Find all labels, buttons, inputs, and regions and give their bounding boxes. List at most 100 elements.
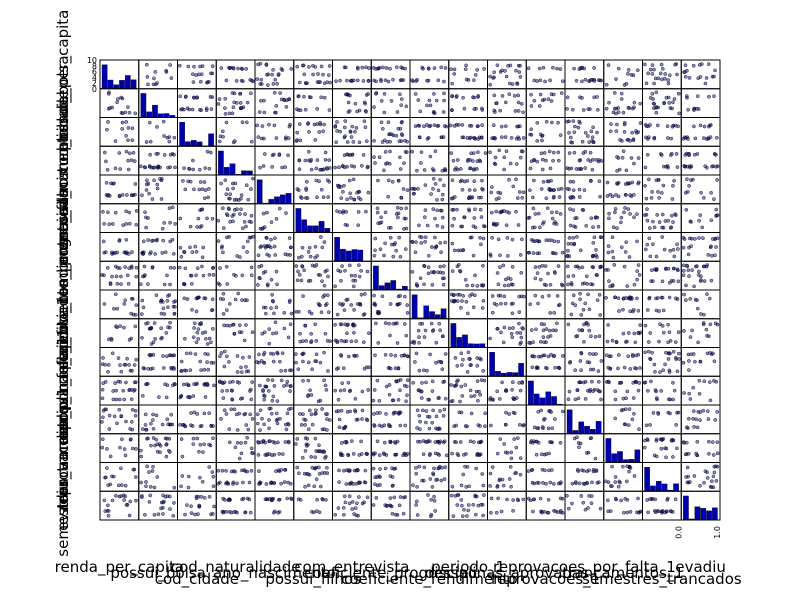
scatter-point: [536, 160, 539, 163]
scatter-point: [186, 297, 189, 300]
scatter-point: [398, 236, 401, 239]
scatter-point: [261, 125, 264, 128]
scatter-point: [691, 178, 694, 181]
scatter-point: [518, 423, 521, 426]
scatter-point: [383, 139, 386, 142]
scatter-point: [380, 216, 383, 219]
scatter-point: [469, 440, 472, 443]
scatter-point: [491, 137, 494, 140]
cell-periodo_1-vs-possui_filhos: [294, 319, 333, 348]
scatter-point: [297, 189, 300, 192]
scatter-point: [341, 304, 344, 307]
scatter-point: [355, 502, 358, 505]
scatter-point: [267, 389, 270, 392]
scatter-point: [428, 99, 431, 102]
scatter-point: [510, 136, 513, 139]
scatter-point: [335, 340, 338, 343]
scatter-point: [233, 208, 236, 211]
scatter-point: [212, 475, 215, 478]
scatter-point: [249, 388, 252, 391]
scatter-point: [423, 283, 426, 286]
scatter-point: [702, 137, 705, 140]
scatter-point: [664, 72, 667, 75]
cell-evadiu-vs-com_entrevista: [333, 491, 372, 520]
scatter-point: [472, 306, 475, 309]
scatter-point: [633, 474, 636, 477]
scatter-point: [343, 166, 346, 169]
scatter-point: [244, 441, 247, 444]
scatter-point: [272, 497, 275, 500]
scatter-point: [320, 65, 323, 68]
cell-possui_filhos-vs-possui_filhos: [294, 204, 333, 233]
scatter-point: [166, 306, 169, 309]
scatter-point: [575, 436, 578, 439]
scatter-point: [682, 361, 685, 364]
scatter-point: [241, 481, 244, 484]
cell-frame: [488, 491, 527, 520]
scatter-point: [617, 106, 620, 109]
scatter-point: [298, 159, 301, 162]
scatter-point: [398, 93, 401, 96]
scatter-point: [649, 497, 652, 500]
scatter-point: [395, 380, 398, 383]
scatter-point: [588, 494, 591, 497]
cell-trancamentos_1-vs-periodo_1: [449, 434, 488, 463]
scatter-point: [660, 153, 663, 156]
cell-reprovacoes_1-vs-coeficiente_rendimento: [410, 376, 449, 405]
scatter-point: [712, 453, 715, 456]
scatter-point: [685, 95, 688, 98]
scatter-point: [421, 322, 424, 325]
scatter-point: [639, 366, 642, 369]
scatter-point: [537, 355, 540, 358]
scatter-point: [572, 294, 575, 297]
scatter-point: [475, 467, 478, 470]
scatter-point: [139, 283, 142, 286]
scatter-point: [442, 271, 445, 274]
scatter-point: [374, 237, 377, 240]
scatter-point: [676, 370, 679, 373]
cell-coeficiente_rendimento-vs-cod_cidade: [178, 290, 217, 319]
scatter-point: [402, 227, 405, 230]
scatter-point: [306, 443, 309, 446]
scatter-point: [208, 273, 211, 276]
scatter-point: [258, 277, 261, 280]
scatter-point: [207, 187, 210, 190]
scatter-point: [504, 136, 507, 139]
scatter-point: [328, 419, 331, 422]
cell-coeficiente_rendimento-vs-possui_bolsa: [139, 290, 178, 319]
cell-semestres_trancados-vs-ano_nascimento: [255, 463, 294, 492]
scatter-point: [217, 469, 220, 472]
scatter-point: [661, 235, 664, 238]
scatter-point: [165, 274, 168, 277]
scatter-point: [655, 179, 658, 182]
scatter-point: [260, 264, 263, 267]
scatter-point: [511, 302, 514, 305]
scatter-point: [566, 107, 569, 110]
scatter-point: [172, 252, 175, 255]
scatter-point: [689, 336, 692, 339]
scatter-point: [161, 423, 164, 426]
cell-semestres_trancados-vs-semestres_trancados: [643, 463, 682, 492]
scatter-point: [498, 266, 501, 269]
scatter-point: [394, 354, 397, 357]
scatter-point: [476, 356, 479, 359]
scatter-point: [543, 80, 546, 83]
scatter-point: [374, 452, 377, 455]
scatter-point: [153, 486, 156, 489]
hist-bar: [247, 171, 252, 175]
scatter-point: [297, 108, 300, 111]
cell-ano_nascimento-vs-cod_naturalidade: [216, 175, 255, 204]
scatter-point: [404, 67, 407, 70]
scatter-point: [384, 242, 387, 245]
scatter-point: [236, 354, 239, 357]
scatter-point: [678, 112, 681, 115]
scatter-point: [241, 80, 244, 83]
scatter-point: [189, 424, 192, 427]
scatter-point: [460, 363, 463, 366]
cell-cod_naturalidade-vs-ano_nascimento: [255, 146, 294, 175]
scatter-point: [441, 216, 444, 219]
scatter-point: [218, 355, 221, 358]
scatter-point: [588, 108, 591, 111]
scatter-point: [697, 341, 700, 344]
scatter-point: [221, 130, 224, 133]
